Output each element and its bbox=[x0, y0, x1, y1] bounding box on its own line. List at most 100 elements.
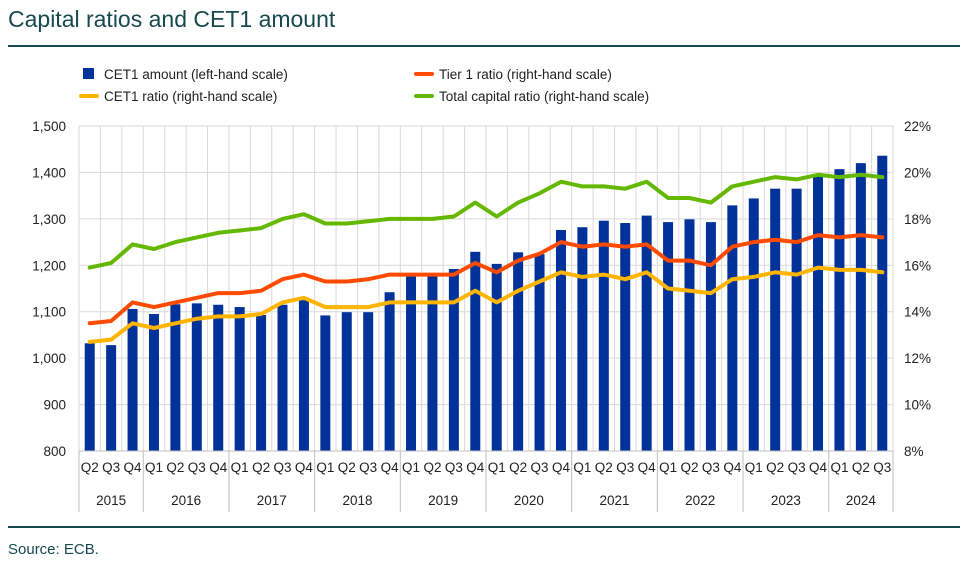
line-cet1-ratio bbox=[87, 265, 885, 344]
bar-cet1-amount bbox=[705, 222, 716, 451]
quarter-label: Q1 bbox=[231, 460, 249, 475]
bar-cet1-amount bbox=[748, 198, 759, 451]
left-tick-label: 1,000 bbox=[32, 351, 66, 366]
quarter-label: Q2 bbox=[81, 460, 99, 475]
quarter-label: Q3 bbox=[873, 460, 891, 475]
quarter-label: Q3 bbox=[188, 460, 206, 475]
bar-cet1-amount bbox=[148, 314, 159, 451]
quarter-label: Q1 bbox=[316, 460, 334, 475]
bar-cet1-amount bbox=[663, 222, 674, 451]
quarter-label: Q3 bbox=[788, 460, 806, 475]
right-tick-label: 8% bbox=[904, 444, 924, 459]
year-label: 2021 bbox=[600, 493, 630, 508]
right-tick-label: 22% bbox=[904, 119, 931, 134]
bar-cet1-amount bbox=[277, 304, 288, 451]
bar-cet1-amount bbox=[320, 315, 331, 451]
bar-cet1-amount bbox=[770, 188, 781, 451]
quarter-label: Q3 bbox=[273, 460, 291, 475]
bar-cet1-amount bbox=[513, 252, 524, 451]
quarter-label: Q2 bbox=[252, 460, 270, 475]
quarter-label: Q1 bbox=[573, 460, 591, 475]
bar-cet1-amount bbox=[791, 188, 802, 451]
bar-cet1-amount bbox=[855, 163, 866, 451]
quarter-label: Q3 bbox=[359, 460, 377, 475]
bar-cet1-amount bbox=[813, 175, 824, 451]
title-divider bbox=[8, 45, 960, 47]
bar-cet1-amount bbox=[406, 274, 417, 451]
year-label: 2022 bbox=[685, 493, 715, 508]
year-label: 2019 bbox=[428, 493, 458, 508]
quarter-label: Q3 bbox=[102, 460, 120, 475]
bar-cet1-amount bbox=[834, 169, 845, 451]
quarter-label: Q3 bbox=[445, 460, 463, 475]
year-label: 2020 bbox=[514, 493, 544, 508]
right-tick-label: 12% bbox=[904, 351, 931, 366]
bar-cet1-amount bbox=[641, 215, 652, 451]
bar-cet1-amount bbox=[620, 223, 631, 451]
bar-cet1-amount bbox=[127, 308, 138, 451]
year-label: 2024 bbox=[846, 493, 877, 508]
quarter-label: Q4 bbox=[209, 460, 228, 475]
quarter-label: Q1 bbox=[488, 460, 506, 475]
bar-cet1-amount bbox=[598, 220, 609, 451]
bar-cet1-amount bbox=[84, 343, 95, 451]
bar-cet1-amount bbox=[534, 254, 545, 451]
quarter-label: Q1 bbox=[745, 460, 763, 475]
quarter-label: Q4 bbox=[295, 460, 314, 475]
quarter-label: Q4 bbox=[809, 460, 828, 475]
quarter-label: Q1 bbox=[402, 460, 420, 475]
year-label: 2017 bbox=[257, 493, 287, 508]
quarter-label: Q4 bbox=[552, 460, 571, 475]
bar-cet1-amount bbox=[384, 292, 395, 451]
bar-cet1-amount bbox=[491, 263, 502, 451]
left-tick-label: 1,300 bbox=[32, 212, 66, 227]
bar-cet1-amount bbox=[234, 307, 245, 451]
legend-label: CET1 ratio (right-hand scale) bbox=[104, 89, 277, 104]
quarter-label: Q2 bbox=[423, 460, 441, 475]
quarter-label: Q4 bbox=[381, 460, 400, 475]
quarter-label: Q3 bbox=[531, 460, 549, 475]
quarter-label: Q4 bbox=[466, 460, 485, 475]
left-tick-label: 1,200 bbox=[32, 258, 66, 273]
quarter-label: Q3 bbox=[702, 460, 720, 475]
quarter-label: Q2 bbox=[595, 460, 613, 475]
left-tick-label: 900 bbox=[43, 398, 66, 413]
right-tick-label: 16% bbox=[904, 258, 931, 273]
bar-cet1-amount bbox=[106, 345, 117, 451]
right-tick-label: 20% bbox=[904, 165, 931, 180]
bar-cet1-amount bbox=[341, 312, 352, 451]
right-tick-label: 10% bbox=[904, 398, 931, 413]
legend-label: Tier 1 ratio (right-hand scale) bbox=[439, 67, 612, 82]
right-tick-label: 18% bbox=[904, 212, 931, 227]
quarter-label: Q2 bbox=[166, 460, 184, 475]
bar-cet1-amount bbox=[363, 312, 374, 451]
legend-label: Total capital ratio (right-hand scale) bbox=[439, 89, 649, 104]
bar-cet1-amount bbox=[298, 300, 309, 451]
quarter-label: Q2 bbox=[509, 460, 527, 475]
quarter-label: Q4 bbox=[124, 460, 143, 475]
bar-cet1-amount bbox=[213, 304, 224, 451]
quarter-label: Q2 bbox=[338, 460, 356, 475]
bar-cet1-amount bbox=[427, 275, 438, 451]
footer-divider bbox=[8, 526, 960, 528]
bar-cet1-amount bbox=[877, 155, 888, 451]
left-tick-label: 1,100 bbox=[32, 305, 66, 320]
quarter-label: Q4 bbox=[638, 460, 657, 475]
quarter-label: Q2 bbox=[766, 460, 784, 475]
legend-marker-bar bbox=[83, 68, 94, 79]
line-tier-1-ratio bbox=[87, 233, 885, 326]
quarter-label: Q1 bbox=[659, 460, 677, 475]
quarter-label: Q1 bbox=[830, 460, 848, 475]
bar-cet1-amount bbox=[448, 269, 459, 451]
bar-cet1-amount bbox=[727, 205, 738, 451]
year-label: 2015 bbox=[96, 493, 126, 508]
source-note: Source: ECB. bbox=[8, 541, 99, 558]
quarter-label: Q1 bbox=[145, 460, 163, 475]
left-tick-label: 800 bbox=[43, 444, 66, 459]
bar-cet1-amount bbox=[577, 227, 588, 451]
bar-cet1-amount bbox=[256, 314, 267, 451]
year-label: 2023 bbox=[771, 493, 801, 508]
bar-cet1-amount bbox=[470, 251, 481, 451]
bar-cet1-amount bbox=[170, 304, 181, 451]
